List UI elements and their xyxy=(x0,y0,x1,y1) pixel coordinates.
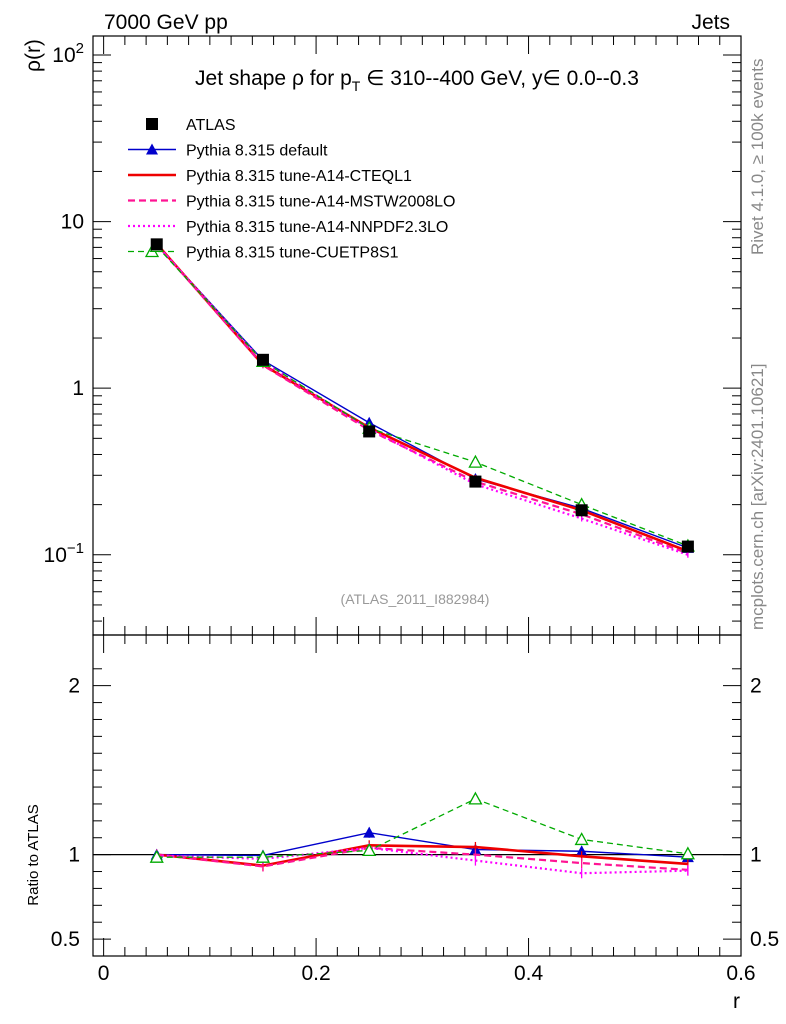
ratio-ytick-label-right: 0.5 xyxy=(750,928,779,951)
ratio-frame xyxy=(92,634,742,957)
series-point-ratio xyxy=(575,845,588,857)
legend-marker xyxy=(146,143,158,155)
data-point xyxy=(150,238,163,251)
data-point xyxy=(681,540,694,553)
series-line-ratio xyxy=(156,831,688,858)
series-point-ratio xyxy=(255,849,271,863)
data-point xyxy=(575,504,588,517)
ratio-ytick-label-right: 2 xyxy=(750,675,762,698)
legend-marker xyxy=(146,118,158,130)
main-ytick-label: 10 xyxy=(61,211,84,234)
main-ylabel: ρ(r) xyxy=(22,39,45,72)
category-label: Jets xyxy=(691,11,730,34)
series-point-ratio xyxy=(363,826,376,838)
legend-entry: Pythia 8.315 tune-A14-CTEQL1 xyxy=(186,168,412,185)
x-axis-label: r xyxy=(733,990,740,1013)
series-point-ratio xyxy=(468,791,483,805)
data-point xyxy=(469,475,482,488)
series-line-ratio xyxy=(156,846,688,875)
main-ytick-label: 1 xyxy=(72,377,84,400)
series-point-ratio xyxy=(574,832,589,846)
ratio-ytick-label-right: 1 xyxy=(750,844,762,867)
legend-entry: ATLAS xyxy=(186,117,236,134)
xtick-label: 0.4 xyxy=(514,962,544,985)
mcplots-label: mcplots.cern.ch [arXiv:2401.10621] xyxy=(748,364,767,630)
legend-entry: Pythia 8.315 tune-A14-NNPDF2.3LO xyxy=(186,219,448,236)
series-line-main xyxy=(155,243,689,555)
series-point xyxy=(468,454,483,468)
chart-marks xyxy=(93,238,741,879)
legend-entry: Pythia 8.315 tune-CUETP8S1 xyxy=(186,245,399,262)
analysis-label: (ATLAS_2011_I882984) xyxy=(341,591,490,607)
series-line-main xyxy=(156,245,689,547)
xtick-label: 0 xyxy=(98,962,110,985)
legend-entry: Pythia 8.315 tune-A14-MSTW2008LO xyxy=(186,194,455,211)
ratio-ytick-label: 2 xyxy=(68,675,80,698)
series-point-ratio xyxy=(680,846,695,860)
series-point-ratio xyxy=(362,843,377,857)
axis-ticks: 10−1 1 10 102 0.5 0.5 1 1 2 2 0 0.2 0.4 0.6 xyxy=(44,36,779,985)
data-point xyxy=(363,425,376,438)
energy-label: 7000 GeV pp xyxy=(104,11,228,34)
series-point-ratio xyxy=(149,849,164,863)
xtick-label: 0.2 xyxy=(301,962,330,985)
series-line-ratio xyxy=(156,798,688,858)
legend-entry: Pythia 8.315 default xyxy=(186,143,328,160)
main-ytick-label: 102 xyxy=(52,40,84,67)
main-ytick-label: 10−1 xyxy=(44,540,84,567)
legend: ATLAS Pythia 8.315 default Pythia 8.315 tu… xyxy=(128,117,455,262)
rivet-label: Rivet 4.1.0, ≥ 100k events xyxy=(748,59,767,255)
ratio-ylabel: Ratio to ATLAS xyxy=(25,804,42,905)
ratio-ytick-label: 1 xyxy=(68,844,80,867)
series-line-ratio xyxy=(156,846,688,871)
series-line-main xyxy=(155,244,689,556)
xtick-label: 0.6 xyxy=(726,962,755,985)
ratio-ytick-label: 0.5 xyxy=(51,928,80,951)
series-line-main xyxy=(155,243,689,553)
series-line-main xyxy=(156,244,689,549)
chart-title: Jet shape ρ for pT ∈ 310--400 GeV, y∈ 0.… xyxy=(195,67,639,94)
data-point xyxy=(256,353,269,366)
